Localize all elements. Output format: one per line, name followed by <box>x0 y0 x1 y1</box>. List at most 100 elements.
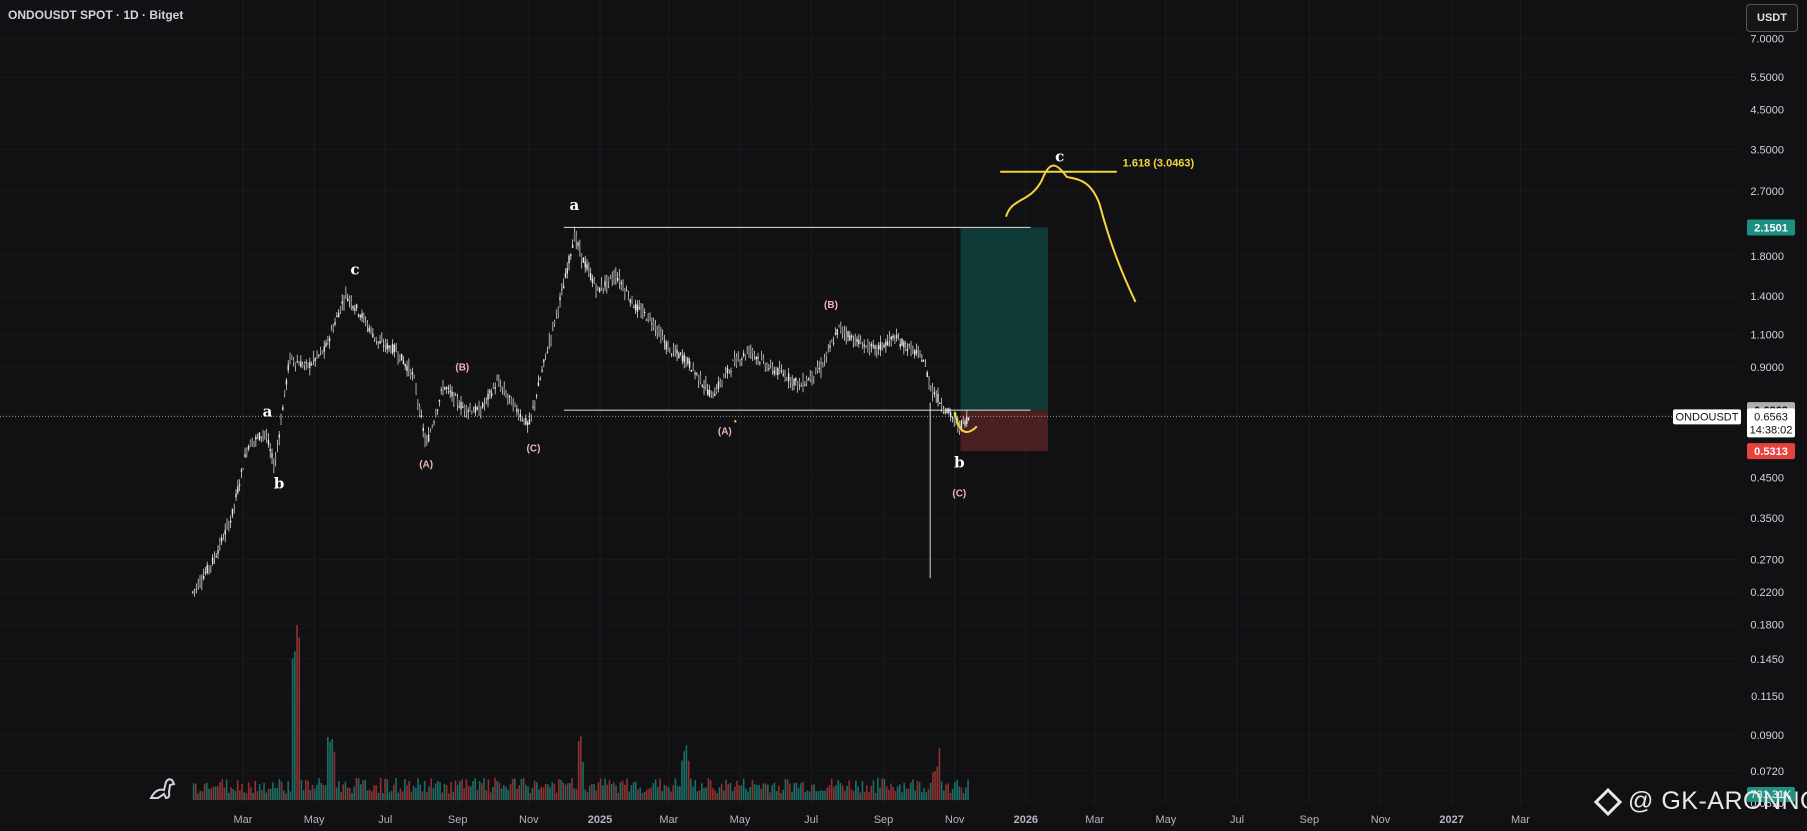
volume-bar <box>672 785 675 800</box>
y-tick-label: 3.5000 <box>1750 144 1784 156</box>
candle-body <box>408 364 410 372</box>
candle-body <box>888 336 891 340</box>
candle-body <box>379 340 381 344</box>
candle-body <box>778 368 781 373</box>
volume-bar <box>437 780 439 800</box>
volume-bar <box>278 779 281 800</box>
candle-body <box>687 357 689 364</box>
volume-bar <box>210 788 213 800</box>
volume-bar <box>960 787 963 800</box>
volume-bar <box>274 787 276 800</box>
volume-bar <box>322 784 325 800</box>
candle-body <box>192 591 194 593</box>
candle-body <box>570 254 572 256</box>
candle-body <box>706 389 709 395</box>
candle-body <box>940 404 943 407</box>
volume-bar <box>571 778 573 800</box>
volume-bar <box>318 778 320 800</box>
candle-body <box>314 358 316 362</box>
candle-body <box>249 440 252 447</box>
volume-bar <box>346 787 349 800</box>
candle-body <box>798 381 801 384</box>
candle-body <box>526 422 529 425</box>
volume-bar <box>762 783 765 800</box>
candle-body <box>724 371 727 373</box>
volume-bar <box>232 789 235 800</box>
candle-body <box>267 439 270 445</box>
x-tick-label: 2027 <box>1439 814 1463 826</box>
x-tick-label: Mar <box>234 814 253 826</box>
volume-bar <box>580 736 582 800</box>
volume-bar <box>250 787 252 800</box>
wave-label: (A) <box>718 426 732 437</box>
volume-bar <box>793 782 796 800</box>
volume-bar <box>483 778 485 800</box>
volume-bar <box>808 791 811 800</box>
x-tick-label: Nov <box>519 814 539 826</box>
volume-bar <box>916 780 919 800</box>
y-tick-label: 0.1800 <box>1750 619 1784 631</box>
candle-body <box>739 362 741 364</box>
volume-bar <box>819 790 822 800</box>
volume-bar <box>197 793 199 800</box>
candle-body <box>791 378 793 385</box>
volume-bar <box>212 786 215 800</box>
volume-bar <box>771 785 774 800</box>
candle-body <box>595 287 597 292</box>
candle-body <box>796 382 799 388</box>
candle-body <box>582 257 585 263</box>
volume-bar <box>426 792 428 800</box>
volume-bar <box>896 786 899 800</box>
volume-bar <box>734 786 736 800</box>
volume-bar <box>505 786 507 800</box>
candle-body <box>537 382 540 387</box>
volume-bar <box>602 785 604 800</box>
volume-bar <box>362 780 364 800</box>
candle-body <box>508 395 511 398</box>
candle-body <box>613 275 615 280</box>
volume-bar <box>399 788 402 800</box>
candle-body <box>912 348 914 350</box>
candle-body <box>534 401 536 405</box>
candle-body <box>559 296 561 301</box>
candle-body <box>897 339 900 341</box>
candle-body <box>476 407 478 410</box>
volume-bar <box>544 784 547 800</box>
candle-body <box>246 449 248 454</box>
candle-body <box>456 398 459 404</box>
candle-body <box>427 434 430 442</box>
volume-bar <box>285 793 287 800</box>
volume-bar <box>494 777 496 800</box>
x-tick-label: May <box>304 814 325 826</box>
volume-bar <box>852 790 855 800</box>
candle-body <box>771 366 774 371</box>
candle-body <box>854 336 856 345</box>
yellow-dot <box>734 420 737 423</box>
currency-button[interactable]: USDT <box>1746 4 1798 32</box>
volume-bar <box>731 791 734 800</box>
volume-bar <box>925 792 928 800</box>
volume-bar <box>305 779 307 800</box>
candle-body <box>813 376 815 378</box>
candle-body <box>604 281 606 287</box>
volume-bar <box>668 787 670 800</box>
candle-body <box>602 287 604 289</box>
candle-body <box>865 345 867 347</box>
candle-body <box>849 335 851 341</box>
volume-bar <box>533 780 536 800</box>
volume-bar <box>492 787 494 800</box>
volume-bar <box>234 790 237 800</box>
volume-bar <box>214 786 217 800</box>
volume-bar <box>791 792 793 800</box>
candle-body <box>341 301 343 304</box>
candle-body <box>742 352 745 356</box>
candle-body <box>903 341 905 348</box>
volume-bar <box>448 793 450 800</box>
candle-body <box>337 312 340 318</box>
candle-body <box>373 337 376 339</box>
volume-bar <box>929 782 932 800</box>
candle-body <box>899 343 901 347</box>
candle-body <box>523 418 525 424</box>
candle-body <box>355 304 358 309</box>
